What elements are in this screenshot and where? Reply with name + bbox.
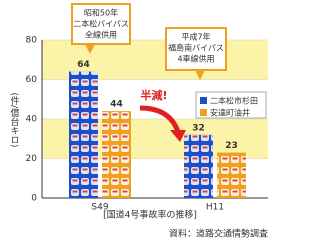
legend-label: 安達町油井 — [210, 108, 250, 118]
x-tick-label: S49 — [91, 203, 108, 213]
bar-pattern — [184, 135, 213, 198]
y-tick-label: 40 — [26, 115, 38, 125]
y-tick-label: 60 — [26, 75, 38, 85]
y-tick-label: 80 — [26, 36, 38, 46]
callout-text: 二本松バイパス — [73, 19, 129, 29]
annotation: 半減! — [140, 88, 167, 102]
y-tick-label: 20 — [26, 154, 38, 164]
callout-text: 福島南バイパス — [168, 43, 224, 53]
bar-pattern — [69, 72, 98, 198]
bar-pattern — [217, 153, 246, 198]
callout-text: 4車線供用 — [177, 54, 214, 64]
x-tick-label: H11 — [206, 203, 224, 213]
y-tick-label: 0 — [31, 194, 37, 204]
legend-swatch — [200, 109, 207, 116]
source: 資料：道路交通情勢調査 — [169, 228, 268, 240]
value-label: 44 — [110, 100, 123, 110]
legend-label: 二本松市杉田 — [210, 96, 258, 106]
callout-text: 平成7年 — [181, 32, 210, 42]
bar-pattern — [102, 111, 131, 198]
value-label: 23 — [225, 141, 238, 151]
y-axis-label: (件/億台キロ) — [9, 92, 20, 147]
value-label: 64 — [77, 60, 90, 70]
callout-text: 全線供用 — [85, 30, 117, 40]
legend-swatch — [200, 97, 207, 104]
callout-text: 昭和50年 — [84, 8, 118, 18]
value-label: 32 — [192, 123, 205, 133]
caption: [国道4号事故率の推移] — [103, 209, 197, 221]
chart: (件/億台キロ) [国道4号事故率の推移] 資料：道路交通情勢調査 0 20 40 6… — [0, 0, 273, 246]
